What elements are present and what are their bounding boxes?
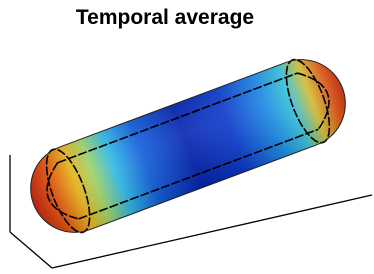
capsule-shading <box>30 59 346 233</box>
seam-line <box>57 72 298 164</box>
axis-line <box>9 231 53 269</box>
seam-line <box>78 128 319 220</box>
capsule-outline <box>30 59 346 233</box>
capsule <box>30 58 346 234</box>
axis-line <box>51 194 373 269</box>
axes-box <box>9 155 373 269</box>
title: Temporal average <box>76 6 254 29</box>
cap-line <box>46 162 79 220</box>
cap-line <box>297 72 330 130</box>
